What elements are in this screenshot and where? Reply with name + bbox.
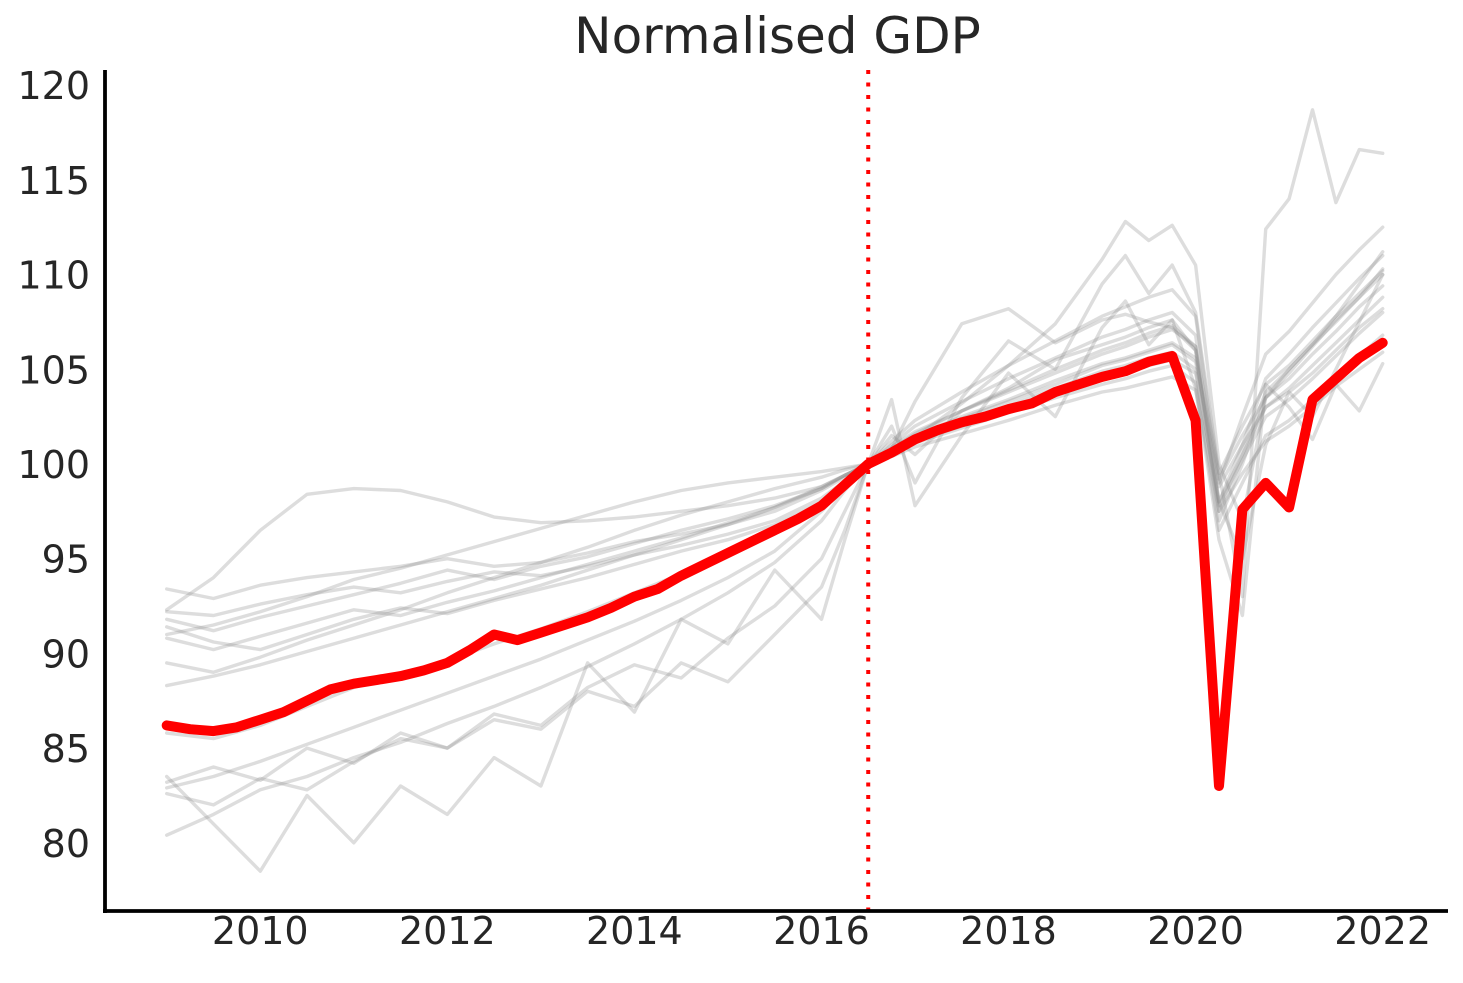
y-tick-label: 120: [17, 64, 90, 108]
gdp-line-grey: [164, 267, 1385, 807]
x-axis-tick-labels: 2010 2012 2014 2016 2018 2020 2022: [212, 909, 1431, 953]
gdp-line-grey: [164, 108, 1385, 873]
gdp-line-grey: [164, 299, 1385, 784]
x-tick-label: 2010: [212, 909, 309, 953]
y-tick-label: 100: [17, 443, 90, 487]
y-tick-label: 90: [42, 632, 90, 676]
x-tick-label: 2014: [586, 909, 683, 953]
x-tick-label: 2018: [960, 909, 1057, 953]
gdp-line-grey: [164, 225, 1385, 837]
x-tick-label: 2012: [399, 909, 496, 953]
axes-spines: [103, 70, 1448, 913]
y-tick-label: 115: [17, 159, 90, 203]
y-tick-label: 110: [17, 254, 90, 298]
x-tick-label: 2016: [773, 909, 870, 953]
gdp-line-highlight: [161, 337, 1388, 791]
y-tick-label: 85: [42, 727, 90, 771]
chart-title: Normalised GDP: [574, 7, 981, 65]
x-tick-label: 2022: [1334, 909, 1431, 953]
y-axis-tick-labels: 80 85 90 95 100 105 110 115 120: [17, 64, 90, 866]
y-tick-label: 105: [17, 348, 90, 392]
x-tick-label: 2020: [1147, 909, 1244, 953]
y-tick-label: 80: [42, 822, 90, 866]
gdp-line-grey: [164, 253, 1385, 790]
y-tick-label: 95: [42, 538, 90, 582]
